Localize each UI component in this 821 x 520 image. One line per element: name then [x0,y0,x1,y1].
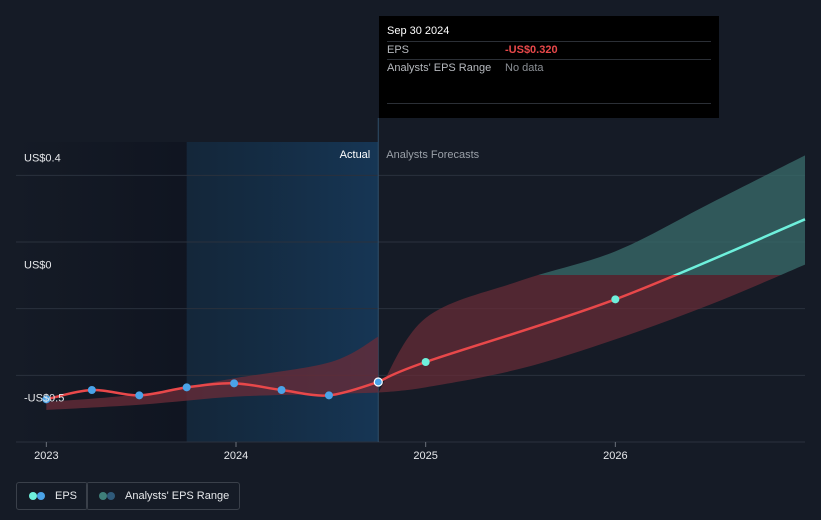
x-tick-label: 2026 [603,450,627,462]
data-tooltip: Sep 30 2024 EPS -US$0.320 Analysts' EPS … [379,16,719,118]
forecast-label: Analysts Forecasts [386,149,479,161]
tooltip-row-range: Analysts' EPS Range No data [387,59,711,77]
x-tick-label: 2023 [34,450,58,462]
x-tick-label: 2025 [413,450,437,462]
legend-eps-range-label: Analysts' EPS Range [125,490,230,502]
legend-eps-range[interactable]: Analysts' EPS Range [86,482,241,510]
legend-eps-label: EPS [55,490,78,502]
legend-eps[interactable]: EPS [16,482,89,510]
eps-actual-point [182,383,191,392]
eps-actual-point [230,379,239,388]
eps-actual-point [135,391,144,400]
y-tick-label: -US$0.5 [24,393,64,405]
eps-actual-point [373,377,383,387]
tooltip-row-eps: EPS -US$0.320 [387,41,711,59]
y-tick-label: US$0 [24,259,52,271]
tooltip-eps-value: -US$0.320 [505,44,558,56]
eps-chart: US$0.4 US$0 -US$0.5 2023 2024 2025 2026 Actual A… [16,118,806,462]
forecast-range-band-positive [538,155,805,275]
eps-range-legend-icon [99,491,119,501]
eps-forecast-line-positive [672,218,806,275]
eps-actual-point [324,391,333,400]
tooltip-divider [387,103,711,104]
eps-actual-point [87,386,96,394]
tooltip-date: Sep 30 2024 [387,25,450,37]
x-tick-label: 2024 [224,450,248,462]
eps-forecast-line-negative [377,275,680,384]
tooltip-range-value: No data [505,62,544,74]
actual-label: Actual [340,149,371,161]
forecast-range-band-negative [378,275,781,393]
y-tick-label: US$0.4 [24,153,61,165]
eps-forecast-point [421,358,430,366]
tooltip-eps-label: EPS [387,44,410,56]
tooltip-range-label: Analysts' EPS Range [387,62,492,74]
eps-actual-point [42,395,51,404]
eps-actual-point [277,386,286,394]
eps-legend-icon [29,491,49,501]
eps-forecast-point [611,295,620,304]
